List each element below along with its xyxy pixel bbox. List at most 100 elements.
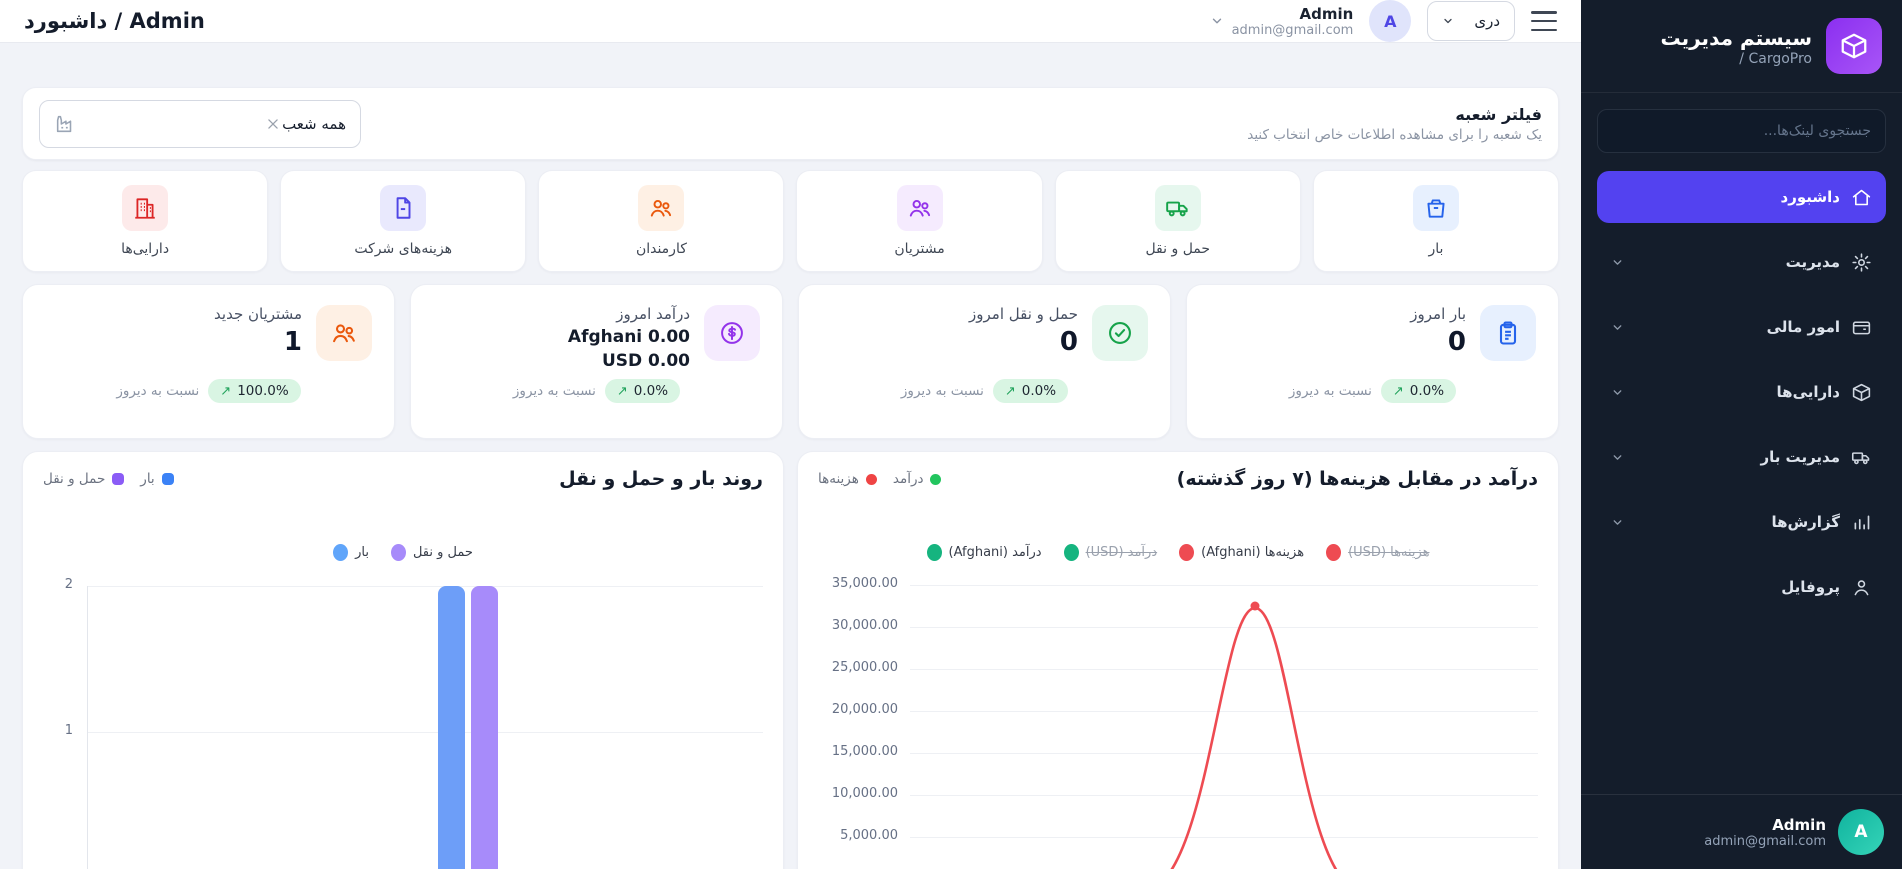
y-tick: 10,000.00 — [831, 786, 898, 801]
series-label: هزینه‌ها (Afghani) — [1201, 545, 1305, 560]
series-toggle-transport[interactable]: حمل و نقل — [390, 544, 473, 561]
branch-filter-title: فیلتر شعبه — [1455, 104, 1542, 124]
language-value: دری — [1474, 12, 1500, 30]
income-expenses-plot: 35,000.00 30,000.00 25,000.00 20,000.00 … — [818, 571, 1538, 869]
chart-title: درآمد در مقابل هزینه‌ها (۷ روز گذشته) — [1176, 468, 1538, 490]
stat-value: 1 — [283, 327, 302, 357]
sidebar-item-assets[interactable]: دارایی‌ها — [1597, 366, 1886, 418]
stat-card-new-customers: مشتریان جدید 1 100.0% ↗ نسبت به دیروز — [22, 284, 395, 439]
check-circle-icon — [1092, 305, 1148, 361]
trend-up-icon: ↗ — [220, 383, 232, 399]
series-toggle-cargo[interactable]: بار — [333, 544, 369, 561]
sidebar-item-label: مدیریت — [1785, 253, 1840, 271]
sidebar-item-dashboard[interactable]: داشبورد — [1597, 171, 1886, 223]
category-label: مشتریان — [894, 241, 945, 257]
trend-badge-value: 100.0% — [237, 383, 289, 399]
category-label: حمل و نقل — [1145, 241, 1211, 257]
category-label: دارایی‌ها — [121, 241, 170, 257]
sidebar-item-management[interactable]: مدیریت — [1597, 236, 1886, 288]
user-email: admin@gmail.com — [1231, 22, 1354, 38]
red-marker-icon — [1179, 544, 1195, 561]
trend-badge-value: 0.0% — [1021, 383, 1057, 399]
truck-icon — [1851, 451, 1870, 464]
red-marker-icon — [1326, 544, 1342, 561]
sidebar-user-email: admin@gmail.com — [1704, 833, 1826, 849]
sidebar-item-label: مدیریت بار — [1760, 448, 1840, 466]
sidebar-item-label: پروفایل — [1781, 578, 1840, 596]
trend-note: نسبت به دیروز — [900, 383, 984, 399]
sidebar-search — [1597, 109, 1886, 153]
sidebar-nav: داشبورد مدیریت امور مالی دارایی‌ها مدیری… — [1581, 163, 1902, 794]
category-card-assets[interactable]: دارایی‌ها — [21, 170, 269, 272]
stat-title: درآمد امروز — [616, 305, 690, 323]
income-vs-expenses-chart-card: درآمد در مقابل هزینه‌ها (۷ روز گذشته) در… — [797, 451, 1559, 869]
user-menu[interactable]: Admin admin@gmail.com — [1210, 5, 1354, 38]
branch-select-value: همه شعب — [282, 114, 346, 133]
user-icon — [1854, 579, 1869, 595]
sidebar-item-label: دارایی‌ها — [1776, 383, 1840, 401]
legend-item-income[interactable]: درآمد — [893, 471, 942, 487]
cargo-bar[interactable] — [438, 586, 465, 869]
gear-icon — [1852, 252, 1871, 272]
clipboard-icon — [1480, 305, 1536, 361]
sidebar-item-profile[interactable]: پروفایل — [1597, 561, 1886, 613]
legend-label: هزینه‌ها — [818, 471, 859, 487]
hamburger-menu-icon[interactable] — [1531, 11, 1557, 31]
language-select[interactable]: دری — [1427, 1, 1515, 41]
topbar-actions: دری A Admin admin@gmail.com — [1210, 0, 1557, 42]
peak-point — [1250, 601, 1260, 611]
series-toggle-expenses-usd[interactable]: هزینه‌ها (USD) — [1326, 544, 1430, 561]
cargo-transport-trend-chart-card: روند بار و حمل و نقل بار حمل و نقل بار ح… — [22, 451, 784, 869]
series-toggle-income-afghani[interactable]: درآمد (Afghani) — [926, 544, 1042, 561]
stat-value-afghani: Afghani 0.00 — [567, 327, 690, 347]
category-card-cargo[interactable]: بار — [1312, 170, 1559, 272]
sidebar-user-text: Admin admin@gmail.com — [1704, 816, 1826, 849]
trend-badge: 0.0% ↗ — [992, 379, 1069, 403]
series-toggle-income-usd[interactable]: درآمد (USD) — [1063, 544, 1157, 561]
brand-text: سیستم مدیریت / CargoPro — [1660, 25, 1812, 67]
sidebar-user-name: Admin — [1772, 815, 1826, 834]
purple-marker-icon — [390, 544, 406, 561]
trend-note: نسبت به دیروز — [512, 383, 596, 399]
series-toggle-expenses-afghani[interactable]: هزینه‌ها (Afghani) — [1179, 544, 1304, 561]
transport-bar[interactable] — [471, 586, 498, 869]
stat-card-income-today: درآمد امروز Afghani 0.00 USD 0.00 0.0% ↗ … — [410, 284, 783, 439]
trend-badge: 0.0% ↗ — [604, 379, 681, 403]
y-axis-line — [87, 586, 88, 869]
legend-label: حمل و نقل — [43, 471, 106, 487]
users-icon — [316, 305, 372, 361]
topbar: دری A Admin admin@gmail.com داشبورد / Ad… — [0, 0, 1581, 43]
series-label: بار — [355, 545, 369, 560]
chart-card-legend: درآمد هزینه‌ها — [818, 471, 942, 487]
sidebar-item-reports[interactable]: گزارش‌ها — [1597, 496, 1886, 548]
document-icon — [380, 185, 427, 231]
y-tick: 2 — [64, 577, 73, 592]
category-card-transport[interactable]: حمل و نقل — [1054, 170, 1301, 272]
category-card-employees[interactable]: کارمندان — [538, 170, 785, 272]
trend-up-icon: ↗ — [1392, 383, 1404, 399]
trend-note: نسبت به دیروز — [116, 383, 200, 399]
sidebar-item-finance[interactable]: امور مالی — [1597, 301, 1886, 353]
stat-title: مشتریان جدید — [214, 305, 302, 323]
cube-logo-icon — [1841, 33, 1867, 59]
dollar-circle-icon — [704, 305, 760, 361]
wallet-icon — [1852, 320, 1871, 334]
category-card-company-expenses[interactable]: هزینه‌های شرکت — [280, 170, 527, 272]
legend-item-cargo[interactable]: بار — [140, 471, 174, 487]
sidebar-item-cargo-management[interactable]: مدیریت بار — [1597, 431, 1886, 483]
legend-item-transport[interactable]: حمل و نقل — [43, 471, 125, 487]
category-card-customers[interactable]: مشتریان — [796, 170, 1043, 272]
sidebar-user[interactable]: A Admin admin@gmail.com — [1581, 794, 1902, 869]
chevron-down-icon — [1613, 259, 1622, 265]
trend-up-icon: ↗ — [1004, 383, 1016, 399]
legend-item-expenses[interactable]: هزینه‌ها — [818, 471, 877, 487]
clear-icon[interactable] — [266, 117, 280, 131]
purple-square-icon — [112, 473, 125, 485]
legend-label: بار — [140, 471, 155, 487]
series-label: درآمد (Afghani) — [948, 545, 1042, 560]
trend-note: نسبت به دیروز — [1288, 383, 1372, 399]
branch-select[interactable]: همه شعب — [39, 99, 361, 148]
home-icon — [1852, 189, 1871, 205]
stat-value: 0 — [1447, 327, 1466, 357]
sidebar-search-input[interactable] — [1597, 109, 1886, 153]
